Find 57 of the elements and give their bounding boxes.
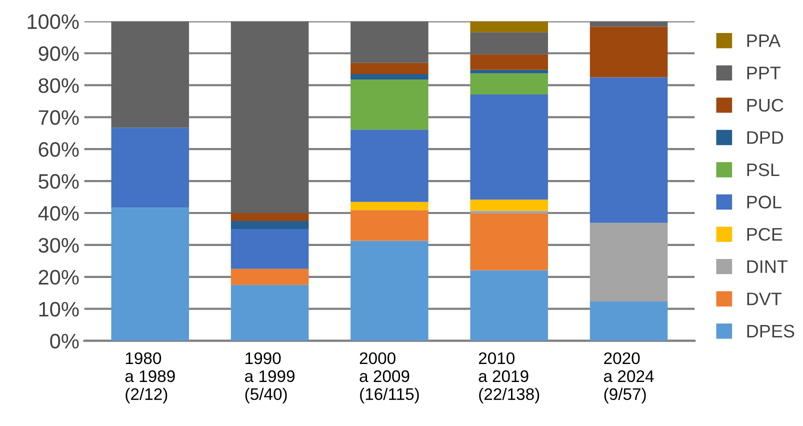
legend-label: PUC — [747, 98, 784, 112]
y-tick-label: 50% — [38, 174, 79, 189]
bar — [230, 228, 309, 269]
bar — [350, 210, 428, 241]
bar — [470, 54, 548, 70]
x-tick-label: 2020 a 2024 (9/57) — [604, 352, 654, 404]
bar — [590, 302, 668, 341]
legend-label: POL — [747, 196, 782, 208]
legend-label: PPT — [747, 66, 781, 80]
bar — [590, 26, 668, 78]
bar — [470, 214, 548, 270]
bar — [350, 240, 428, 341]
bar — [350, 130, 428, 202]
legend-label: DPES — [747, 324, 794, 338]
y-tick-label: 90% — [38, 46, 79, 62]
bar — [470, 32, 548, 54]
legend-label: DINT — [747, 260, 788, 273]
bar — [470, 270, 548, 341]
bar — [230, 213, 309, 221]
bar — [111, 208, 190, 341]
x-tick-label: 2010 a 2019 (22/138) — [478, 352, 540, 404]
bar — [590, 21, 668, 27]
y-tick-label: 60% — [38, 142, 79, 157]
x-tick-label: 1980 a 1989 (2/12) — [125, 352, 175, 404]
y-tick-label: 30% — [38, 238, 79, 253]
legend-label: DPD — [747, 131, 784, 144]
y-tick-label: 0% — [50, 334, 79, 349]
bar — [470, 94, 548, 200]
x-tick-label: 1990 a 1999 (5/40) — [245, 352, 294, 404]
bar — [350, 79, 428, 130]
y-tick-label: 40% — [38, 206, 79, 221]
legend-label: PSL — [747, 163, 780, 176]
bar — [470, 200, 548, 211]
y-tick-label: 10% — [39, 302, 79, 317]
bar — [350, 202, 428, 210]
x-tick-label: 2000 a 2009 (16/115) — [360, 352, 419, 404]
bar — [350, 21, 428, 63]
bar — [350, 74, 428, 80]
y-tick-label: 70% — [38, 110, 79, 125]
y-tick-label: 20% — [38, 270, 79, 285]
y-tick-label: 100% — [28, 14, 79, 30]
bar — [111, 128, 190, 208]
bar — [350, 62, 428, 74]
bar — [470, 21, 548, 32]
bar — [230, 284, 309, 341]
bar — [230, 220, 309, 229]
legend-label: PCE — [747, 228, 782, 241]
bar — [590, 77, 668, 223]
bar — [230, 21, 309, 213]
bar — [470, 73, 548, 94]
bar — [470, 70, 548, 74]
bar — [230, 268, 309, 285]
bar — [590, 222, 668, 302]
bar — [111, 21, 190, 128]
y-tick-label: 80% — [38, 78, 79, 93]
legend-label: PPA — [747, 34, 781, 47]
legend-label: DVT — [747, 292, 782, 306]
